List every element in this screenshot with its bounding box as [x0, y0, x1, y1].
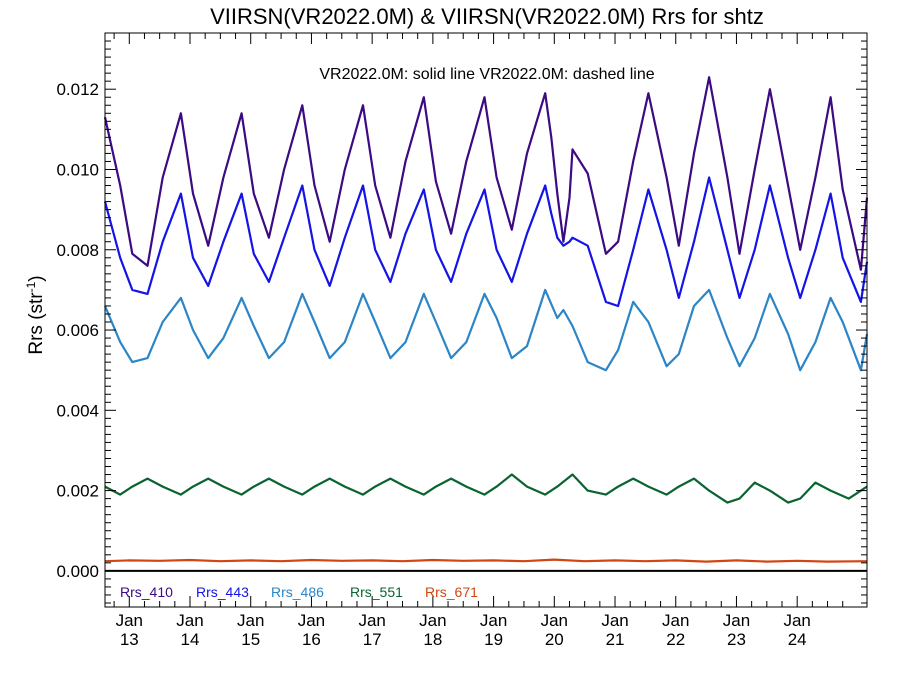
- series-line-rrs-486: [103, 288, 869, 372]
- x-tick-day-label: 18: [423, 630, 442, 649]
- x-tick-month-label: Jan: [176, 611, 203, 630]
- y-axis-label-text: Rrs (str: [26, 292, 47, 355]
- line-style-annotation: VR2022.0M: solid line VR2022.0M: dashed …: [319, 66, 654, 83]
- chart-title: VIIRSN(VR2022.0M) & VIIRSN(VR2022.0M) Rr…: [210, 4, 764, 29]
- x-tick-month-label: Jan: [541, 611, 568, 630]
- x-tick-day-label: 23: [727, 630, 746, 649]
- series-layer: [103, 76, 869, 572]
- x-tick-month-label: Jan: [601, 611, 628, 630]
- x-tick-month-label: Jan: [662, 611, 689, 630]
- plot-frame: [104, 32, 868, 608]
- y-tick-label: 0.010: [56, 160, 99, 179]
- x-tick-day-label: 19: [484, 630, 503, 649]
- y-tick-label: 0.012: [56, 80, 99, 99]
- x-tick-month-label: Jan: [237, 611, 264, 630]
- series-line-rrs-551: [104, 473, 868, 504]
- svg-text:Rrs (str-1): Rrs (str-1): [24, 275, 47, 354]
- x-tick-day-label: 21: [606, 630, 625, 649]
- y-tick-label: 0.000: [56, 562, 99, 581]
- legend-item-rrs-410: Rrs_410: [120, 584, 173, 600]
- y-axis-label-close: ): [26, 275, 47, 281]
- series-line-rrs-410: [103, 76, 869, 271]
- x-tick-month-label: Jan: [723, 611, 750, 630]
- y-axis-label: Rrs (str-1): [24, 275, 47, 354]
- y-tick-label: 0.002: [56, 482, 99, 501]
- y-tick-label: 0.008: [56, 241, 99, 260]
- x-tick-day-label: 14: [181, 630, 200, 649]
- x-tick-month-label: Jan: [480, 611, 507, 630]
- x-tick-month-label: Jan: [298, 611, 325, 630]
- legend-item-rrs-486: Rrs_486: [271, 584, 324, 600]
- x-tick-month-label: Jan: [358, 611, 385, 630]
- legend-item-rrs-551: Rrs_551: [350, 584, 403, 600]
- series-line-rrs-671: [104, 558, 868, 563]
- x-tick-day-label: 22: [666, 630, 685, 649]
- x-tick-day-label: 15: [241, 630, 260, 649]
- series-line-rrs-443: [103, 176, 869, 308]
- x-tick-month-label: Jan: [783, 611, 810, 630]
- x-tick-day-label: 17: [363, 630, 382, 649]
- x-tick-day-label: 24: [788, 630, 807, 649]
- legend-item-rrs-443: Rrs_443: [196, 584, 249, 600]
- x-tick-day-label: 16: [302, 630, 321, 649]
- y-axis-label-superscript: -1: [24, 281, 38, 292]
- axis-layer: 0.0000.0020.0040.0060.0080.0100.012Jan13…: [56, 32, 868, 649]
- x-tick-day-label: 13: [120, 630, 139, 649]
- x-tick-month-label: Jan: [116, 611, 143, 630]
- x-tick-day-label: 20: [545, 630, 564, 649]
- legend: Rrs_410 Rrs_443 Rrs_486 Rrs_551 Rrs_671: [120, 584, 478, 600]
- legend-item-rrs-671: Rrs_671: [425, 584, 478, 600]
- y-tick-label: 0.004: [56, 401, 99, 420]
- x-tick-month-label: Jan: [419, 611, 446, 630]
- y-tick-label: 0.006: [56, 321, 99, 340]
